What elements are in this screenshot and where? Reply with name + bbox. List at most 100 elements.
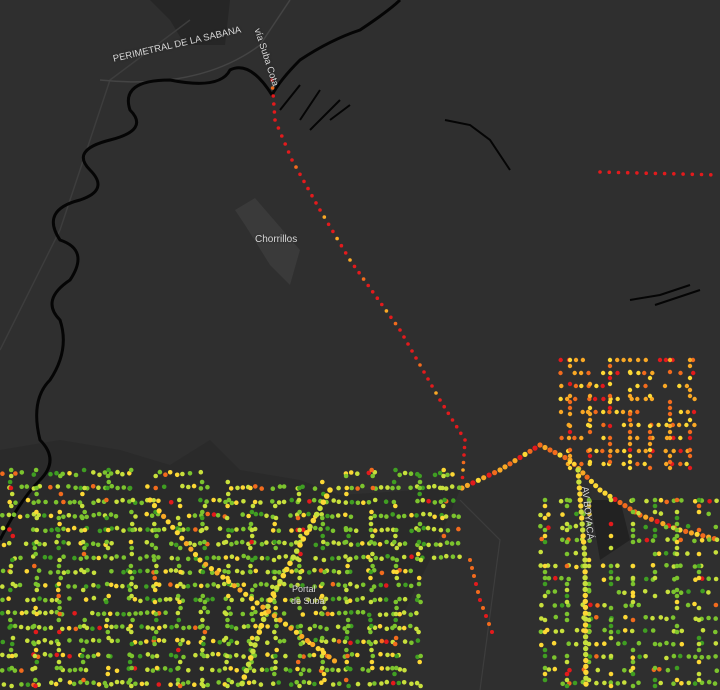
sensor-point[interactable] (281, 484, 287, 489)
sensor-point[interactable] (33, 581, 39, 587)
sensor-point[interactable] (394, 575, 400, 581)
sensor-point[interactable] (48, 513, 54, 519)
sensor-point[interactable] (552, 666, 558, 672)
sensor-point[interactable] (152, 641, 157, 647)
sensor-point[interactable] (109, 624, 114, 630)
sensor-point[interactable] (245, 555, 251, 560)
sensor-point[interactable] (656, 551, 662, 556)
sensor-point[interactable] (586, 497, 592, 503)
sensor-point[interactable] (169, 625, 174, 630)
sensor-point[interactable] (315, 646, 321, 652)
sensor-point[interactable] (378, 582, 384, 588)
sensor-point[interactable] (378, 651, 383, 657)
sensor-point[interactable] (652, 503, 658, 509)
sensor-point[interactable] (127, 611, 132, 617)
sensor-point[interactable] (297, 557, 302, 563)
sensor-point[interactable] (313, 637, 318, 643)
sensor-point[interactable] (42, 513, 47, 518)
sensor-point[interactable] (323, 493, 330, 499)
sensor-point[interactable] (34, 491, 39, 497)
sensor-point[interactable] (583, 645, 589, 652)
sensor-point[interactable] (151, 554, 156, 559)
sensor-point[interactable] (322, 569, 327, 575)
sensor-point[interactable] (418, 363, 422, 367)
sensor-point[interactable] (415, 638, 421, 643)
sensor-point[interactable] (416, 593, 421, 599)
sensor-point[interactable] (692, 422, 697, 428)
sensor-point[interactable] (300, 536, 307, 542)
sensor-point[interactable] (152, 575, 157, 581)
sensor-point[interactable] (105, 671, 111, 677)
sensor-point[interactable] (107, 611, 113, 617)
sensor-point[interactable] (361, 554, 366, 560)
sensor-point[interactable] (652, 533, 658, 539)
sensor-point[interactable] (674, 539, 680, 545)
sensor-point[interactable] (542, 539, 548, 545)
sensor-point[interactable] (678, 461, 683, 467)
sensor-point[interactable] (416, 527, 422, 533)
sensor-point[interactable] (426, 484, 432, 490)
sensor-point[interactable] (249, 509, 255, 515)
sensor-point[interactable] (696, 617, 702, 623)
sensor-point[interactable] (6, 512, 12, 518)
sensor-point[interactable] (612, 496, 618, 502)
sensor-point[interactable] (628, 422, 634, 428)
sensor-point[interactable] (348, 258, 352, 262)
sensor-point[interactable] (90, 484, 96, 489)
sensor-point[interactable] (306, 668, 312, 673)
sensor-point[interactable] (394, 557, 400, 563)
sensor-point[interactable] (567, 423, 573, 429)
sensor-point[interactable] (393, 321, 398, 326)
sensor-point[interactable] (692, 396, 697, 402)
sensor-point[interactable] (144, 584, 149, 589)
sensor-point[interactable] (370, 551, 375, 557)
sensor-point[interactable] (259, 555, 265, 561)
sensor-point[interactable] (330, 514, 335, 519)
sensor-point[interactable] (264, 513, 269, 519)
sensor-point[interactable] (369, 467, 375, 473)
sensor-point[interactable] (250, 605, 256, 611)
sensor-point[interactable] (713, 616, 718, 621)
sensor-point[interactable] (248, 485, 253, 491)
sensor-point[interactable] (186, 625, 192, 630)
sensor-point[interactable] (215, 513, 221, 518)
sensor-point[interactable] (630, 581, 636, 587)
sensor-point[interactable] (564, 563, 570, 569)
sensor-point[interactable] (692, 681, 698, 686)
sensor-point[interactable] (397, 596, 402, 602)
sensor-point[interactable] (532, 445, 538, 451)
sensor-point[interactable] (53, 499, 59, 505)
sensor-point[interactable] (593, 483, 599, 489)
sensor-point[interactable] (630, 665, 636, 671)
sensor-point[interactable] (607, 493, 613, 499)
sensor-point[interactable] (223, 555, 229, 560)
sensor-point[interactable] (414, 610, 419, 616)
sensor-point[interactable] (361, 500, 366, 506)
sensor-point[interactable] (713, 576, 719, 582)
sensor-point[interactable] (310, 193, 314, 198)
sensor-point[interactable] (202, 605, 207, 611)
sensor-point[interactable] (421, 525, 427, 531)
sensor-point[interactable] (693, 577, 698, 582)
sensor-point[interactable] (109, 526, 114, 531)
sensor-point[interactable] (300, 612, 306, 617)
sensor-point[interactable] (573, 357, 579, 363)
sensor-point[interactable] (104, 623, 109, 629)
sensor-point[interactable] (133, 611, 138, 616)
sensor-point[interactable] (84, 680, 90, 686)
sensor-point[interactable] (608, 569, 614, 575)
sensor-point[interactable] (648, 516, 655, 522)
sensor-point[interactable] (630, 659, 636, 665)
sensor-point[interactable] (153, 581, 159, 587)
sensor-point[interactable] (588, 602, 593, 608)
sensor-point[interactable] (90, 610, 95, 616)
sensor-point[interactable] (200, 569, 206, 575)
sensor-point[interactable] (226, 578, 232, 585)
sensor-point[interactable] (581, 551, 588, 557)
sensor-point[interactable] (8, 617, 13, 623)
sensor-point[interactable] (598, 170, 602, 174)
sensor-point[interactable] (622, 640, 627, 646)
sensor-point[interactable] (706, 679, 712, 685)
sensor-point[interactable] (188, 546, 194, 552)
sensor-point[interactable] (636, 510, 641, 516)
